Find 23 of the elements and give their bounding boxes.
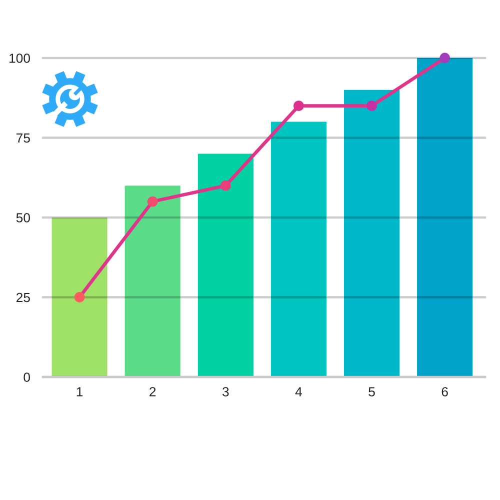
bar: [52, 218, 108, 377]
x-tick-label: 5: [368, 387, 375, 396]
point: [74, 292, 85, 302]
x-tick-label: 1: [76, 387, 83, 396]
bar: [417, 58, 473, 377]
x-tick-label: 3: [222, 387, 229, 396]
point: [147, 196, 158, 207]
y-tick-label: 50: [16, 213, 30, 222]
x-tick-label: 4: [295, 387, 302, 396]
y-tick-label: 100: [9, 54, 30, 63]
x-tick-label: 6: [442, 387, 448, 396]
bar: [124, 186, 180, 377]
bar: [270, 122, 326, 377]
point: [366, 100, 377, 112]
bar: [198, 154, 254, 377]
point: [293, 100, 304, 112]
x-tick-label: 2: [150, 387, 156, 396]
point: [220, 180, 231, 191]
y-tick-label: 0: [24, 372, 30, 382]
y-tick-label: 75: [16, 133, 30, 143]
point: [440, 52, 450, 64]
bar: [344, 90, 400, 377]
y-tick-label: 25: [16, 292, 30, 302]
